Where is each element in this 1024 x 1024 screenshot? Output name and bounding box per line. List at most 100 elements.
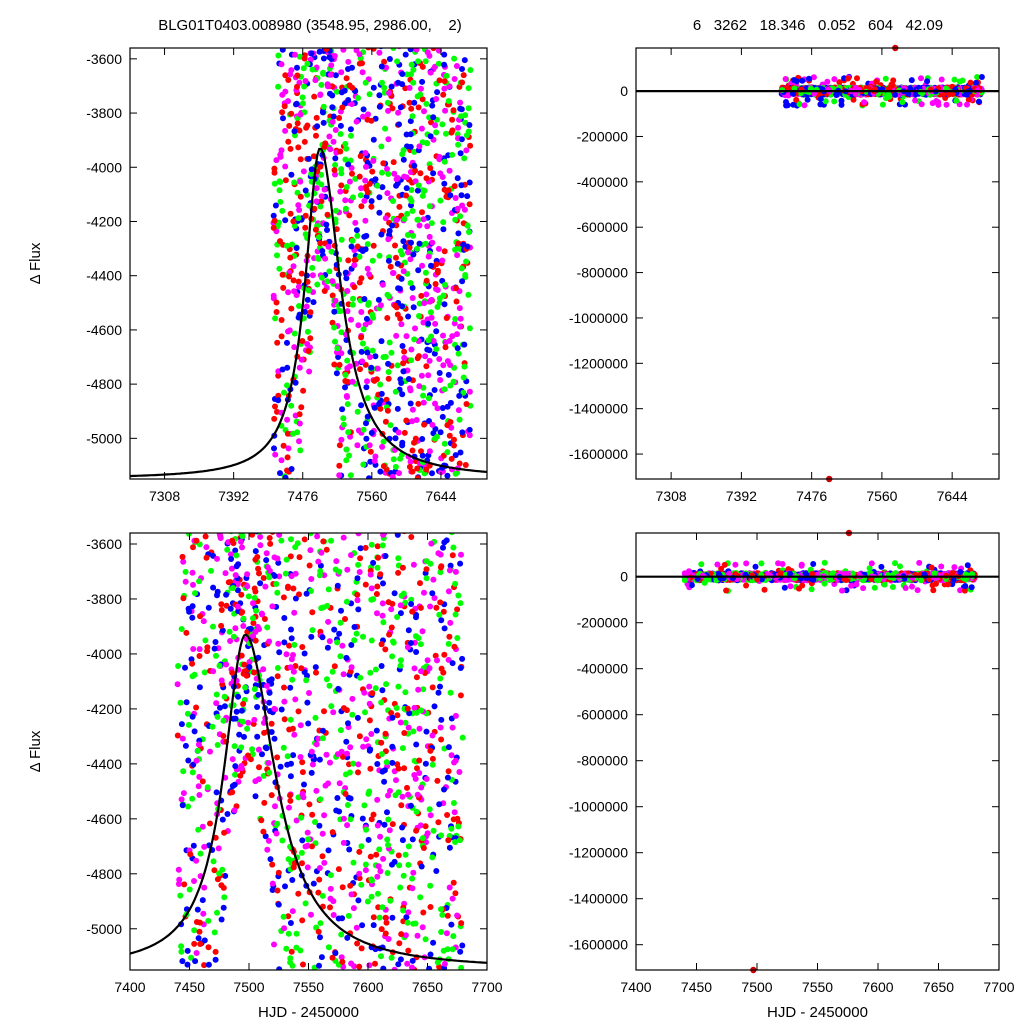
- data-point: [852, 90, 859, 97]
- data-point: [325, 243, 332, 250]
- data-point: [385, 369, 392, 375]
- data-point: [338, 166, 345, 173]
- data-point: [340, 534, 347, 541]
- data-point: [309, 761, 316, 768]
- data-point: [392, 388, 399, 395]
- data-point: [415, 635, 422, 642]
- data-point: [324, 211, 331, 218]
- data-point: [326, 54, 333, 61]
- data-point: [342, 140, 349, 147]
- data-point: [409, 284, 416, 291]
- data-point: [437, 599, 444, 606]
- data-point: [304, 296, 311, 303]
- x-tick-label: 7308: [149, 488, 180, 504]
- data-point: [340, 421, 347, 428]
- data-point: [391, 170, 398, 177]
- data-point: [439, 174, 446, 180]
- data-point: [371, 404, 378, 411]
- y-axis-label: Δ Flux: [27, 242, 44, 284]
- data-point: [242, 684, 249, 691]
- data-point: [343, 446, 350, 453]
- data-point: [278, 147, 285, 154]
- data-point: [323, 48, 330, 53]
- data-point: [318, 81, 325, 88]
- data-point: [335, 685, 342, 692]
- panel-bottom-left: 7400 7450 7500 7550 7600 7650 7700-3600-3800-4…: [27, 532, 503, 1021]
- data-point: [413, 649, 420, 655]
- data-point: [410, 232, 417, 239]
- data-point: [196, 646, 203, 653]
- data-point: [402, 85, 409, 92]
- data-point: [370, 922, 377, 929]
- data-point: [327, 895, 334, 902]
- data-point: [358, 348, 365, 355]
- data-point: [299, 644, 306, 650]
- data-point: [387, 897, 394, 904]
- data-point: [177, 892, 184, 899]
- data-point: [350, 760, 357, 767]
- data-point: [217, 704, 223, 711]
- data-point: [332, 155, 339, 162]
- data-point: [368, 876, 375, 883]
- data-point: [454, 175, 461, 182]
- data-point: [305, 287, 312, 294]
- data-point: [178, 943, 185, 950]
- data-point: [336, 472, 343, 479]
- data-point: [287, 553, 294, 560]
- data-point: [333, 558, 340, 565]
- data-point: [419, 835, 426, 842]
- data-point: [237, 772, 244, 779]
- data-point: [297, 447, 304, 454]
- data-point: [400, 590, 407, 597]
- data-point: [293, 930, 300, 937]
- data-point: [321, 186, 328, 193]
- data-point: [439, 405, 446, 411]
- data-point: [817, 101, 824, 108]
- data-point: [452, 839, 459, 845]
- data-point: [407, 400, 414, 407]
- data-point: [321, 572, 328, 579]
- data-point: [365, 111, 371, 118]
- data-point: [394, 260, 401, 267]
- data-point: [410, 79, 417, 86]
- data-point: [383, 759, 390, 766]
- data-point: [233, 552, 240, 559]
- data-point: [317, 240, 324, 247]
- data-point: [423, 566, 430, 573]
- data-point: [432, 400, 438, 407]
- data-point: [320, 55, 327, 62]
- data-point: [416, 383, 423, 390]
- data-point: [422, 823, 429, 830]
- data-point: [415, 400, 422, 407]
- data-point: [378, 699, 385, 706]
- data-point: [254, 733, 261, 740]
- data-point: [194, 747, 201, 754]
- data-point: [297, 754, 304, 760]
- data-point: [239, 533, 246, 540]
- data-point: [354, 714, 361, 721]
- data-point: [205, 604, 212, 611]
- data-point: [821, 559, 828, 566]
- data-point: [176, 876, 183, 883]
- data-point: [282, 177, 289, 184]
- data-point: [338, 329, 345, 336]
- data-point: [309, 811, 316, 818]
- data-point: [317, 796, 324, 803]
- data-points: [636, 559, 999, 594]
- data-point: [873, 78, 880, 85]
- data-point: [324, 278, 331, 285]
- data-point: [299, 100, 306, 107]
- data-point: [305, 720, 312, 727]
- data-point: [185, 803, 192, 810]
- data-point: [385, 792, 391, 799]
- data-point: [416, 725, 423, 732]
- data-point: [281, 389, 287, 396]
- data-point: [354, 597, 361, 604]
- data-point: [430, 114, 437, 121]
- data-point: [356, 173, 363, 180]
- data-point: [262, 583, 269, 590]
- data-point: [307, 56, 314, 63]
- data-point: [375, 554, 382, 561]
- data-point: [213, 691, 220, 698]
- data-point: [280, 442, 287, 449]
